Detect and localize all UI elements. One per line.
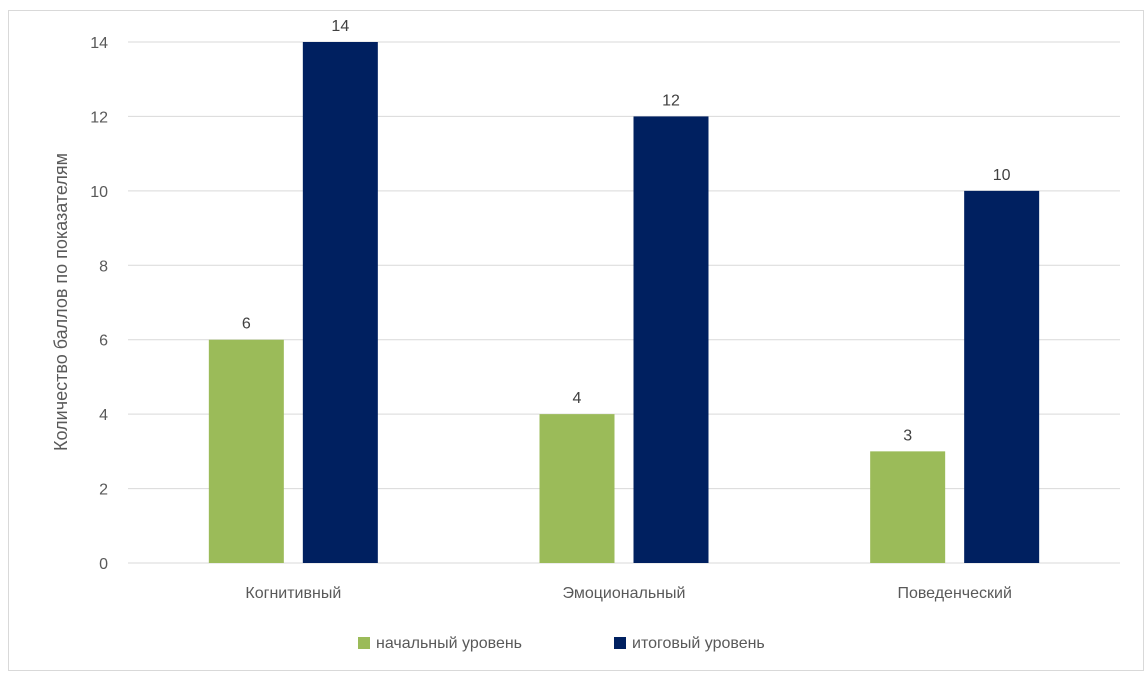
data-labels: 6 14 4 12 3 10 <box>242 18 1011 444</box>
bar-initial-0 <box>208 339 284 563</box>
bar-final-2 <box>964 190 1040 563</box>
y-tick-label: 10 <box>90 184 108 201</box>
y-axis-ticks: 0 2 4 6 8 10 12 14 <box>90 35 108 573</box>
x-category-label: Эмоциональный <box>563 585 686 602</box>
y-axis-title: Количество баллов по показателям <box>51 153 71 451</box>
y-tick-label: 14 <box>90 35 108 52</box>
data-label: 3 <box>903 427 912 444</box>
legend-label: начальный уровень <box>376 635 522 652</box>
data-label: 12 <box>662 92 680 109</box>
y-tick-label: 12 <box>90 109 108 126</box>
y-tick-label: 4 <box>99 407 108 424</box>
bar-initial-2 <box>870 451 946 563</box>
data-label: 4 <box>573 390 582 407</box>
gridlines <box>128 41 1120 564</box>
bar-initial-1 <box>539 414 615 563</box>
x-category-label: Поведенческий <box>897 585 1011 602</box>
legend-swatch <box>358 637 370 649</box>
legend-label: итоговый уровень <box>632 635 765 652</box>
y-tick-label: 2 <box>99 482 108 499</box>
bar-final-0 <box>302 42 378 563</box>
data-label: 6 <box>242 316 251 333</box>
legend: начальный уровень итоговый уровень <box>358 635 765 652</box>
y-tick-label: 6 <box>99 333 108 350</box>
bars <box>208 42 1040 563</box>
y-tick-label: 0 <box>99 556 108 573</box>
x-category-label: Когнитивный <box>245 585 341 602</box>
data-label: 10 <box>993 167 1011 184</box>
x-axis-categories: Когнитивный Эмоциональный Поведенческий <box>245 585 1011 602</box>
legend-swatch <box>614 637 626 649</box>
y-tick-label: 8 <box>99 258 108 275</box>
bar-final-1 <box>633 116 709 563</box>
data-label: 14 <box>331 18 349 35</box>
